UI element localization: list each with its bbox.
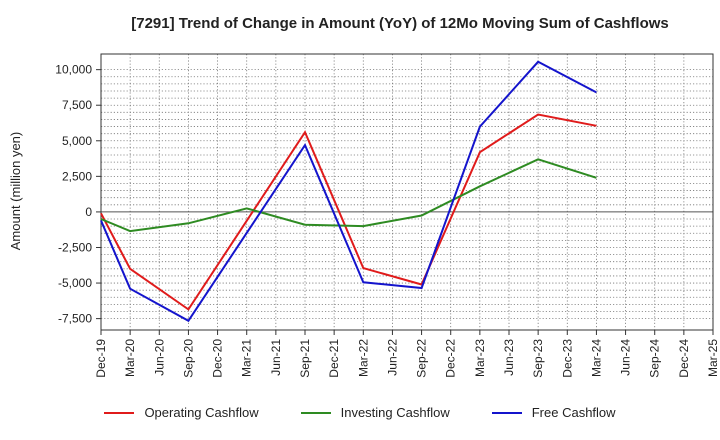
y-tick-label: 10,000 — [55, 63, 92, 77]
x-tick-label: Sep-23 — [531, 339, 545, 378]
y-tick-labels: -7,500 -5,000 -2,500 0 2,500 5,000 7,500 10,000 — [55, 63, 101, 326]
x-tick-label: Dec-24 — [677, 339, 691, 378]
x-tick-label: Dec-22 — [444, 339, 458, 378]
y-tick-label: -5,000 — [58, 276, 92, 290]
x-tick-label: Dec-19 — [94, 339, 108, 378]
legend-label: Investing Cashflow — [340, 405, 450, 420]
x-tick-label: Dec-21 — [327, 339, 341, 378]
grid — [100, 54, 714, 330]
x-tick-label: Sep-21 — [298, 339, 312, 378]
series-line-free-cashflow — [100, 60, 597, 323]
x-tick-label: Mar-24 — [589, 339, 603, 377]
y-tick-label: 5,000 — [62, 134, 92, 148]
legend-item: Operating Cashflow — [104, 405, 259, 420]
y-tick-label: -7,500 — [58, 312, 92, 326]
y-tick-label: 0 — [85, 205, 92, 219]
y-tick-label: 7,500 — [62, 98, 92, 112]
x-tick-label: Jun-22 — [385, 339, 399, 376]
legend-swatch — [104, 411, 135, 414]
series-line-operating-cashflow — [100, 113, 597, 311]
x-tick-labels: Dec-19 Mar-20 Jun-20 Sep-20 Dec-20 Mar-21 Jun-… — [94, 330, 720, 378]
x-tick-label: Dec-20 — [211, 339, 225, 378]
x-tick-label: Jun-24 — [619, 339, 633, 376]
legend-label: Operating Cashflow — [144, 405, 259, 420]
legend-label: Free Cashflow — [531, 405, 616, 420]
legend-swatch — [491, 411, 522, 414]
y-axis-label: Amount (million yen) — [8, 132, 23, 251]
legend: Operating Cashflow Investing Cashflow Free… — [0, 405, 720, 420]
x-tick-label: Mar-22 — [356, 339, 370, 377]
chart-title: [7291] Trend of Change in Amount (YoY) o… — [131, 15, 669, 32]
legend-item: Investing Cashflow — [300, 405, 450, 420]
x-tick-label: Mar-23 — [473, 339, 487, 377]
x-tick-label: Dec-23 — [560, 339, 574, 378]
x-tick-label: Jun-21 — [269, 339, 283, 376]
axes — [100, 53, 714, 331]
x-tick-label: Mar-25 — [706, 339, 720, 377]
x-tick-label: Mar-21 — [240, 339, 254, 377]
legend-swatch — [300, 411, 331, 414]
y-tick-label: -2,500 — [58, 240, 92, 254]
x-tick-label: Jun-23 — [502, 339, 516, 376]
y-tick-label: 2,500 — [62, 169, 92, 183]
x-tick-label: Sep-24 — [648, 339, 662, 378]
series-line-investing-cashflow — [100, 158, 597, 233]
x-tick-label: Jun-20 — [152, 339, 166, 376]
x-tick-label: Sep-20 — [181, 339, 195, 378]
plot-frame — [100, 53, 714, 331]
legend-item: Free Cashflow — [491, 405, 616, 420]
x-tick-label: Mar-20 — [123, 339, 137, 377]
series-lines — [100, 60, 597, 323]
x-tick-label: Sep-22 — [415, 339, 429, 378]
